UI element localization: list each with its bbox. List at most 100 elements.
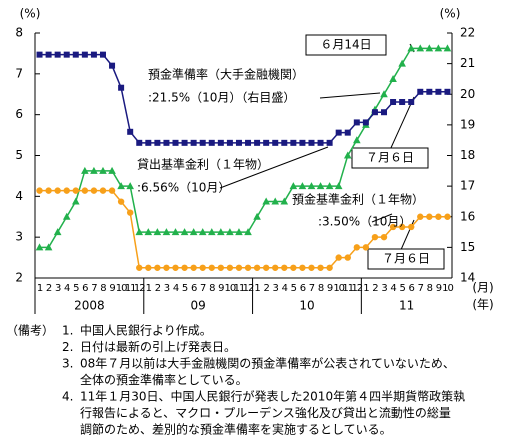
marker (254, 139, 261, 146)
marker (81, 166, 89, 174)
marker (172, 139, 179, 146)
marker (308, 264, 315, 271)
marker (353, 119, 360, 126)
x-tick-label: 3 (381, 283, 387, 294)
x-tick-label: 9 (327, 283, 333, 294)
x-tick-label: 5 (182, 283, 188, 294)
date-box: ７月６日 (382, 252, 430, 266)
marker (417, 88, 424, 95)
marker (299, 264, 306, 271)
marker (163, 264, 170, 271)
marker (118, 84, 125, 91)
marker (72, 187, 79, 194)
x-tick-label: 10 (116, 283, 127, 294)
marker (435, 213, 442, 220)
marker (189, 228, 198, 236)
marker (281, 264, 288, 271)
marker (426, 88, 433, 95)
marker (63, 187, 70, 194)
marker (398, 59, 406, 67)
y-tick-label: 8 (15, 26, 23, 40)
y2-unit: (%) (440, 7, 461, 21)
marker (208, 264, 215, 271)
x-tick-label: 11 (342, 283, 353, 294)
marker (226, 228, 234, 236)
marker (245, 139, 252, 146)
x-tick-label: 2 (263, 283, 269, 294)
x-tick-label: 10 (225, 283, 236, 294)
x-tick-label: 7 (418, 283, 424, 294)
note-text: 08年７月以前は大手金融機関の預金準備率が公表されていないため、 (80, 356, 455, 371)
marker (335, 129, 342, 136)
marker (99, 187, 107, 194)
marker (435, 88, 442, 95)
y-unit: (%) (20, 7, 41, 21)
marker (180, 228, 189, 236)
marker (316, 182, 325, 190)
marker (398, 223, 406, 231)
marker (163, 139, 170, 146)
x-tick-label: 7 (200, 283, 206, 294)
marker (235, 139, 242, 146)
y2-tick-label: 16 (460, 209, 475, 223)
marker (443, 44, 452, 52)
x-tick-label: 11 (234, 283, 245, 294)
marker (136, 264, 143, 271)
marker (81, 187, 89, 194)
y2-tick-label: 19 (460, 117, 475, 131)
x-tick-label: 3 (273, 283, 279, 294)
x-tick-label: 1 (363, 283, 369, 294)
x-tick-label: 1 (146, 283, 152, 294)
marker (126, 182, 134, 190)
x-tick-label: 1 (254, 283, 260, 294)
x-tick-label: 10 (442, 283, 453, 294)
marker (362, 244, 370, 251)
marker (190, 264, 197, 271)
x-tick-label: 3 (164, 283, 170, 294)
x-unit: (月) (472, 281, 493, 295)
y-tick-label: 5 (15, 148, 23, 162)
marker (334, 182, 343, 190)
marker (308, 139, 315, 146)
marker (99, 51, 106, 58)
note-text: 11年１月30日、中国人民銀行が発表した2010年第４四半期貨幣政策執 (80, 389, 465, 404)
marker (353, 244, 361, 251)
y-tick-label: 7 (15, 66, 23, 80)
marker (144, 228, 153, 236)
marker (326, 139, 333, 146)
marker (289, 182, 298, 190)
y2-tick-label: 20 (460, 87, 475, 101)
marker (253, 212, 261, 220)
marker (35, 243, 44, 251)
marker (281, 139, 288, 146)
marker (344, 129, 351, 136)
y-tick-label: 2 (15, 271, 23, 285)
marker (181, 264, 188, 271)
x-tick-label: 5 (73, 283, 79, 294)
series-line (39, 189, 448, 269)
y2-tick-label: 14 (460, 271, 475, 285)
x-tick-label: 11 (125, 283, 136, 294)
x-tick-label: 6 (82, 283, 88, 294)
marker (317, 139, 324, 146)
group-unit: (年) (472, 298, 493, 312)
x-tick-label: 4 (390, 283, 396, 294)
marker (444, 213, 451, 220)
x-tick-label: 8 (318, 283, 324, 294)
marker (45, 187, 52, 194)
marker (90, 187, 98, 194)
x-tick-label: 2 (372, 283, 378, 294)
marker (444, 88, 451, 95)
marker (353, 136, 361, 144)
marker (263, 139, 270, 146)
group-label: 2008 (74, 299, 105, 313)
marker (63, 51, 70, 58)
marker (226, 139, 233, 146)
series-line (39, 53, 448, 144)
marker (307, 182, 316, 190)
series-line (39, 47, 448, 249)
marker (217, 228, 225, 236)
marker (408, 99, 415, 106)
x-tick-label: 5 (291, 283, 297, 294)
marker (145, 264, 152, 271)
